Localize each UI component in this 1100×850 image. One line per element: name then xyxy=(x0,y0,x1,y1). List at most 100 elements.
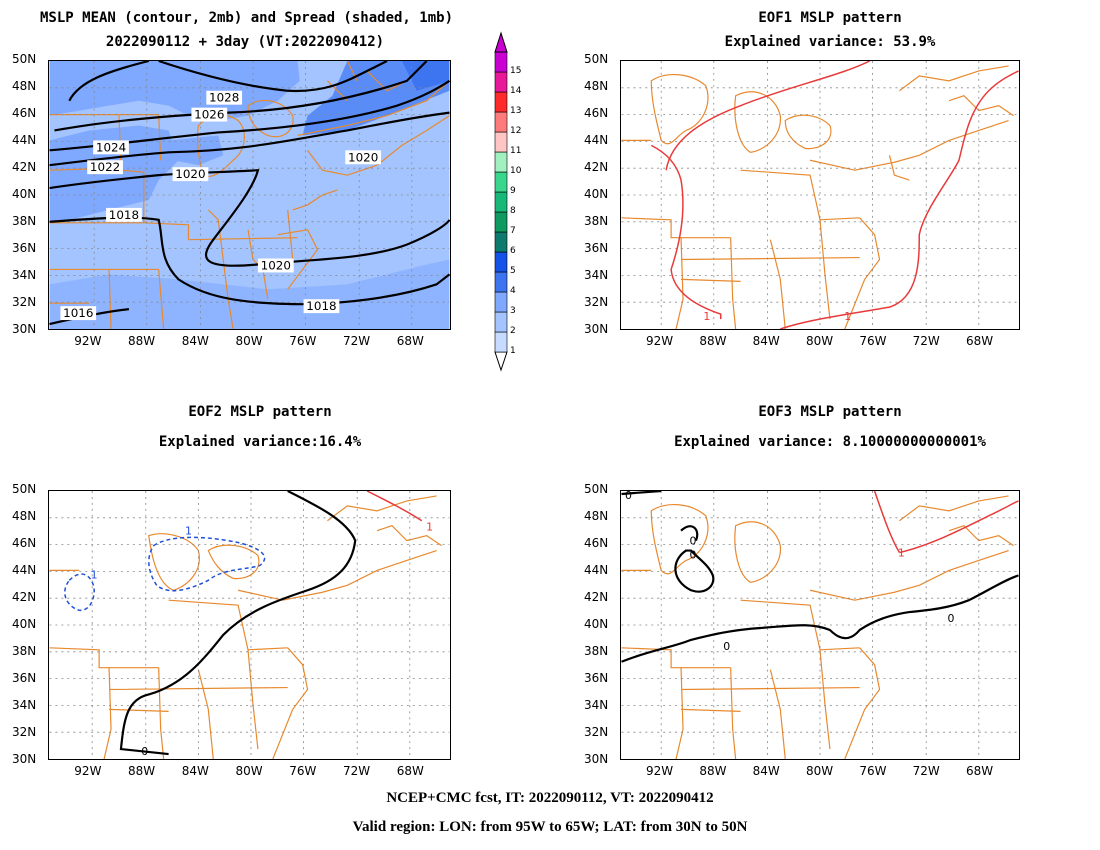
colorbar-swatch xyxy=(494,91,508,113)
colorbar-swatch xyxy=(494,271,508,293)
lat-tick-label: 32N xyxy=(584,725,609,739)
lon-tick-label: 84W xyxy=(181,764,209,778)
colorbar-label: 10 xyxy=(510,166,522,176)
colorbar-label: 3 xyxy=(510,306,516,316)
lat-tick-label: 34N xyxy=(12,268,37,282)
lat-tick-label: 50N xyxy=(584,52,609,66)
colorbar-swatch xyxy=(494,191,508,213)
colorbar-label: 7 xyxy=(510,226,516,236)
panel4-title2: Explained variance: 8.10000000000001% xyxy=(674,434,986,450)
colorbar-label: 9 xyxy=(510,186,516,196)
panel3-title1: EOF2 MSLP pattern xyxy=(188,404,332,420)
eof2-label-zero: 0 xyxy=(141,745,148,758)
lon-tick-label: 80W xyxy=(235,764,263,778)
colorbar-swatch xyxy=(494,231,508,253)
lon-tick-label: 76W xyxy=(289,334,317,348)
eof2-label-pos: 1 xyxy=(426,521,433,534)
lat-tick-label: 30N xyxy=(12,322,37,336)
lat-tick-label: 50N xyxy=(584,482,609,496)
lat-tick-label: 44N xyxy=(12,563,37,577)
lat-tick-label: 30N xyxy=(584,752,609,766)
colorbar-swatch xyxy=(494,311,508,333)
lon-tick-label: 76W xyxy=(859,764,887,778)
colorbar-label: 6 xyxy=(510,246,516,256)
colorbar-swatch xyxy=(494,171,508,193)
eof1-label-b: 1 xyxy=(844,310,851,323)
lat-tick-label: 32N xyxy=(584,295,609,309)
eof3-label-0d: 0 xyxy=(723,640,730,653)
lat-tick-label: 44N xyxy=(584,563,609,577)
lat-tick-label: 46N xyxy=(12,106,37,120)
colorbar-label: 5 xyxy=(510,266,516,276)
lat-tick-label: 36N xyxy=(12,671,37,685)
lon-tick-label: 80W xyxy=(806,334,834,348)
lat-tick-label: 42N xyxy=(584,590,609,604)
lon-tick-label: 68W xyxy=(966,334,994,348)
eof3-label-1a: 1 xyxy=(898,547,905,560)
lat-tick-label: 40N xyxy=(12,617,37,631)
lat-tick-label: 40N xyxy=(12,187,37,201)
lat-tick-label: 46N xyxy=(584,106,609,120)
colorbar-label: 14 xyxy=(510,86,522,96)
lat-tick-label: 30N xyxy=(584,322,609,336)
lat-tick-label: 32N xyxy=(12,295,37,309)
panel2-title2: Explained variance: 53.9% xyxy=(724,34,936,50)
lat-tick-label: 48N xyxy=(584,79,609,93)
lat-tick-label: 38N xyxy=(12,644,37,658)
lon-tick-label: 80W xyxy=(235,334,263,348)
lat-tick-label: 34N xyxy=(584,268,609,282)
lat-tick-label: 38N xyxy=(584,214,609,228)
lon-tick-label: 92W xyxy=(646,764,674,778)
footer-line2: Valid region: LON: from 95W to 65W; LAT:… xyxy=(352,819,748,835)
lon-tick-label: 72W xyxy=(912,334,940,348)
lon-tick-label: 88W xyxy=(128,334,156,348)
colorbar-label: 13 xyxy=(510,106,522,116)
colorbar-swatch xyxy=(494,291,508,313)
lon-tick-label: 80W xyxy=(806,764,834,778)
lat-tick-label: 34N xyxy=(584,698,609,712)
lat-tick-label: 40N xyxy=(584,617,609,631)
lat-tick-label: 36N xyxy=(12,241,37,255)
lon-tick-label: 88W xyxy=(699,334,727,348)
contour-1024: 1024 xyxy=(96,140,126,154)
eof3-label-0c: 0 xyxy=(689,548,696,561)
lon-tick-label: 92W xyxy=(74,334,102,348)
colorbar-label: 1 xyxy=(510,346,516,356)
lat-tick-label: 48N xyxy=(12,79,37,93)
lon-tick-label: 72W xyxy=(342,764,371,778)
lat-tick-label: 32N xyxy=(12,725,37,739)
lat-tick-label: 50N xyxy=(12,482,37,496)
mslp-mean-map: 1028 1026 1024 1022 1020 1020 1018 1016 … xyxy=(48,60,451,330)
colorbar-swatch xyxy=(494,51,508,73)
colorbar-swatch xyxy=(494,131,508,153)
eof2-label-neg-a: 1 xyxy=(91,568,98,581)
lat-tick-label: 44N xyxy=(12,133,37,147)
colorbar-swatch xyxy=(494,71,508,93)
contour-1020b: 1020 xyxy=(348,150,378,164)
lon-tick-label: 84W xyxy=(181,334,209,348)
lon-tick-label: 76W xyxy=(859,334,887,348)
colorbar-swatch xyxy=(494,211,508,233)
contour-1022: 1022 xyxy=(90,160,120,174)
colorbar-label: 4 xyxy=(510,286,516,296)
colorbar-swatch xyxy=(494,331,508,353)
lon-tick-label: 72W xyxy=(912,764,940,778)
eof3-label-0a: 0 xyxy=(625,490,632,502)
contour-1016: 1016 xyxy=(63,306,93,320)
lat-tick-label: 48N xyxy=(12,509,37,523)
panel3-title2: Explained variance:16.4% xyxy=(158,434,362,450)
eof1-map: 1 1 xyxy=(620,60,1020,330)
contour-1018b: 1018 xyxy=(306,299,336,313)
eof3-label-0b: 0 xyxy=(689,535,696,548)
lon-tick-label: 68W xyxy=(396,764,424,778)
colorbar-label: 11 xyxy=(510,146,522,156)
lon-tick-label: 68W xyxy=(966,764,994,778)
contour-1020c: 1020 xyxy=(261,258,291,272)
footer-line1: NCEP+CMC fcst, IT: 2022090112, VT: 20220… xyxy=(386,790,714,806)
lat-tick-label: 40N xyxy=(584,187,609,201)
lat-tick-label: 30N xyxy=(12,752,37,766)
lat-tick-label: 42N xyxy=(584,160,609,174)
colorbar-swatch xyxy=(494,111,508,133)
contour-1026: 1026 xyxy=(194,108,224,122)
lat-tick-label: 44N xyxy=(584,133,609,147)
